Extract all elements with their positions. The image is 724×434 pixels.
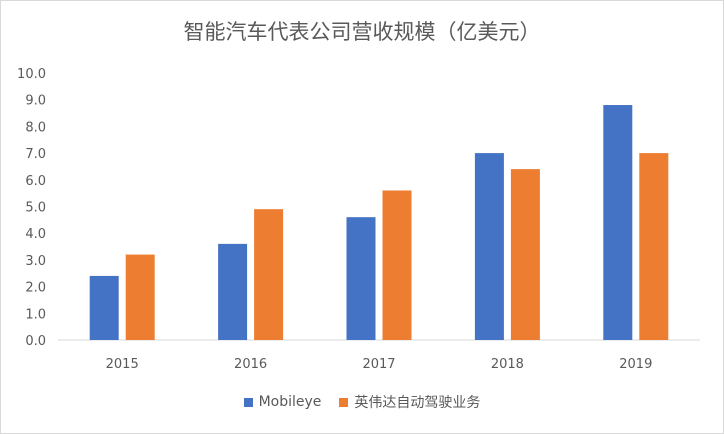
y-tick-label: 0.0 [25,334,46,349]
y-tick-label: 7.0 [25,147,46,162]
y-tick-label: 8.0 [25,120,46,135]
y-tick-label: 3.0 [25,254,46,269]
y-tick-label: 6.0 [25,174,46,189]
y-tick-label: 9.0 [25,94,46,109]
bar-nvidia-2019 [639,153,669,340]
y-tick-label: 1.0 [25,307,46,322]
bar-nvidia-2017 [382,190,412,340]
y-tick-label: 2.0 [25,281,46,296]
legend-item-nvidia: 英伟达自动驾驶业务 [339,392,480,412]
chart-legend: Mobileye 英伟达自动驾驶业务 [0,392,724,412]
x-tick-label: 2016 [234,357,267,372]
chart-title: 智能汽车代表公司营收规模（亿美元） [183,20,541,44]
x-tick-label: 2018 [491,357,524,372]
bar-mobileye-2015 [89,275,119,340]
legend-label-mobileye: Mobileye [258,394,322,410]
x-tick-label: 2017 [362,357,395,372]
bar-nvidia-2018 [510,169,540,340]
bar-mobileye-2018 [474,153,504,340]
legend-swatch-mobileye [243,397,253,407]
bar-nvidia-2015 [125,254,155,340]
legend-item-mobileye: Mobileye [243,394,322,410]
bar-nvidia-2016 [254,209,284,340]
x-tick-label: 2015 [106,357,139,372]
bar-mobileye-2019 [603,105,633,340]
y-tick-label: 5.0 [25,201,46,216]
bar-mobileye-2017 [346,217,376,340]
y-tick-label: 10.0 [17,67,46,82]
legend-swatch-nvidia [339,397,349,407]
bar-mobileye-2016 [218,243,248,340]
y-tick-label: 4.0 [25,227,46,242]
legend-label-nvidia: 英伟达自动驾驶业务 [354,395,481,411]
x-tick-label: 2019 [619,357,652,372]
